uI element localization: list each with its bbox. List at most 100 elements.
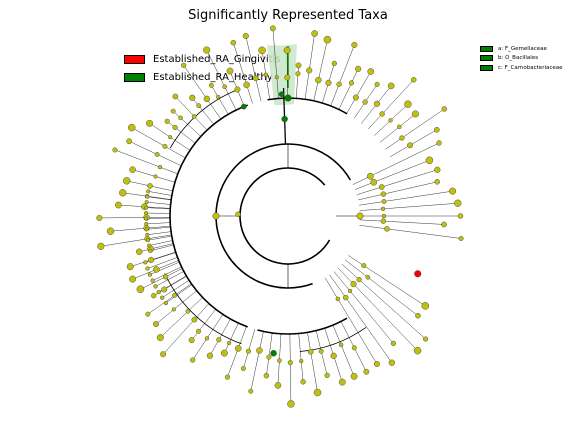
taxon-node bbox=[156, 290, 161, 295]
taxon-node bbox=[363, 368, 370, 375]
taxon-node bbox=[361, 263, 367, 269]
taxon-node bbox=[350, 281, 357, 288]
branch-line bbox=[289, 333, 292, 404]
branch-line bbox=[191, 309, 216, 341]
taxon-node bbox=[172, 93, 179, 100]
branch-line bbox=[110, 225, 171, 232]
clade-arc bbox=[215, 143, 352, 289]
taxon-node bbox=[410, 77, 417, 83]
branch-line bbox=[206, 49, 237, 111]
taxon-node bbox=[145, 232, 150, 237]
branch-line bbox=[348, 255, 426, 307]
taxon-node bbox=[234, 345, 242, 352]
taxon-node bbox=[126, 138, 133, 145]
branch-line bbox=[245, 35, 262, 102]
taxon-node bbox=[216, 94, 221, 100]
taxon-node bbox=[421, 302, 430, 310]
taxon-node bbox=[381, 199, 387, 204]
taxon-node bbox=[123, 177, 131, 185]
taxon-node bbox=[381, 213, 387, 219]
taxon-node bbox=[277, 358, 282, 363]
taxon-node bbox=[373, 100, 381, 107]
taxon-node bbox=[252, 75, 259, 82]
taxon-node bbox=[413, 346, 422, 355]
taxon-node bbox=[300, 379, 306, 385]
taxon-node bbox=[148, 256, 155, 264]
taxon-node bbox=[191, 114, 197, 119]
branch-line bbox=[139, 243, 174, 252]
branch-line bbox=[183, 65, 221, 120]
taxon-node bbox=[144, 221, 149, 226]
taxon-node bbox=[441, 221, 447, 228]
taxon-node bbox=[347, 288, 353, 294]
branch-line bbox=[100, 234, 172, 247]
taxon-node bbox=[299, 358, 304, 364]
taxon-node bbox=[434, 166, 441, 173]
branch-line bbox=[324, 277, 378, 365]
branch-line bbox=[162, 280, 190, 298]
taxon-node bbox=[147, 272, 153, 277]
key-swatch-a bbox=[480, 45, 493, 52]
taxon-node bbox=[366, 172, 374, 180]
legend-label-healthy: Established_RA_Healthy bbox=[153, 71, 273, 83]
branch-line bbox=[140, 268, 183, 290]
taxon-node bbox=[331, 60, 337, 67]
taxon-node bbox=[242, 32, 249, 40]
taxon-node bbox=[144, 227, 149, 232]
branch-line bbox=[209, 318, 231, 356]
branch-line bbox=[147, 231, 172, 235]
key-swatch-b bbox=[480, 55, 493, 62]
taxon-node bbox=[136, 285, 145, 294]
taxon-node bbox=[323, 35, 332, 44]
taxon-node bbox=[146, 238, 151, 243]
branch-line bbox=[296, 65, 299, 99]
taxon-node bbox=[449, 187, 457, 195]
branch-line bbox=[266, 332, 273, 376]
taxon-node bbox=[407, 142, 413, 149]
clade-arc bbox=[169, 104, 248, 328]
taxon-node bbox=[454, 199, 462, 207]
taxon-node bbox=[457, 213, 464, 219]
taxon-node bbox=[245, 348, 252, 354]
branch-line bbox=[160, 297, 203, 338]
taxon-node bbox=[274, 382, 282, 389]
taxon-node bbox=[330, 352, 337, 359]
class-legend: Established_RA_Gingivitis Established_RA… bbox=[124, 50, 281, 86]
taxon-node bbox=[287, 400, 295, 408]
taxon-node bbox=[144, 205, 149, 210]
taxon-node bbox=[434, 179, 440, 185]
taxon-node bbox=[278, 91, 285, 97]
taxon-node bbox=[362, 99, 368, 105]
branch-line bbox=[359, 203, 458, 211]
taxon-node bbox=[414, 270, 422, 278]
clade-arc bbox=[257, 317, 348, 335]
taxon-node bbox=[342, 294, 349, 301]
taxon-node bbox=[274, 75, 279, 80]
branch-line bbox=[358, 181, 438, 201]
taxon-node bbox=[365, 274, 371, 280]
taxon-node bbox=[258, 46, 266, 55]
taxon-node bbox=[269, 25, 276, 32]
taxon-node bbox=[351, 345, 357, 351]
key-label-c: c: F_Carnobacteriaceae bbox=[498, 64, 563, 71]
branch-line bbox=[149, 240, 173, 246]
taxon-node bbox=[281, 115, 288, 123]
taxon-node bbox=[380, 206, 386, 211]
taxon-node bbox=[384, 226, 390, 232]
branch-line bbox=[167, 121, 196, 144]
taxon-node bbox=[425, 156, 434, 165]
taxon-node bbox=[230, 39, 237, 46]
branch-line bbox=[192, 97, 214, 125]
highlight-wedge bbox=[267, 44, 298, 105]
taxon-node bbox=[190, 357, 196, 363]
branch-line bbox=[152, 266, 182, 281]
branch-line bbox=[332, 325, 355, 377]
taxon-node bbox=[161, 286, 168, 293]
taxon-node bbox=[204, 336, 210, 341]
taxon-node bbox=[224, 374, 230, 380]
branch-line bbox=[211, 85, 229, 115]
branch-line bbox=[173, 111, 201, 137]
branch-line bbox=[359, 225, 462, 239]
taxon-node bbox=[284, 94, 292, 102]
branch-line bbox=[346, 71, 371, 114]
